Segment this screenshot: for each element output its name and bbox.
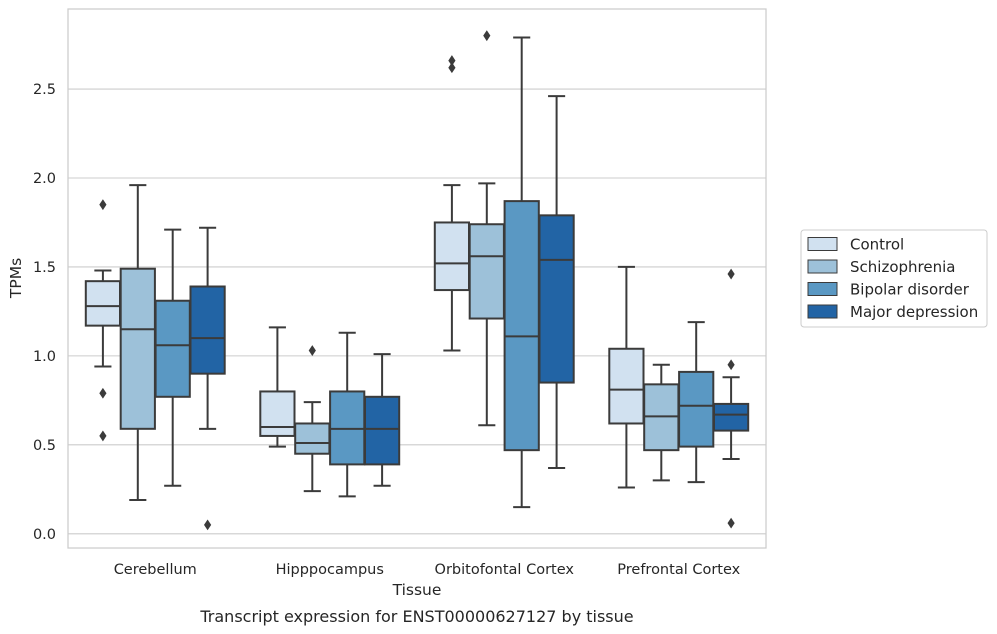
legend-label: Major depression [850, 303, 978, 321]
outlier-point [99, 387, 107, 399]
outlier-point [204, 519, 212, 531]
y-tick-label: 0.0 [33, 527, 56, 543]
box [119, 267, 156, 430]
x-tick-labels: Cerebellum Hipppocampus Orbitofontal Corte… [114, 562, 741, 578]
box [189, 285, 226, 375]
y-tick-label: 1.0 [33, 349, 56, 365]
box-group [503, 36, 540, 509]
y-tick-labels: 0.0 0.5 1.0 1.5 2.0 2.5 [33, 82, 56, 543]
box-group [259, 326, 296, 448]
box-group [712, 268, 750, 529]
outlier-point [308, 345, 316, 356]
boxes [84, 30, 750, 531]
x-tick-label: Hipppocampus [276, 562, 384, 578]
box [154, 299, 191, 398]
box [538, 214, 575, 384]
box-group [678, 321, 715, 484]
legend-label: Bipolar disorder [850, 281, 970, 299]
box [608, 347, 645, 425]
box-group [608, 265, 645, 489]
box [84, 280, 122, 327]
outlier-point [448, 62, 456, 74]
box [468, 223, 505, 320]
outlier-point [99, 199, 107, 211]
y-axis-label: TPMs [7, 258, 25, 299]
legend-swatch [807, 259, 838, 274]
box-group [363, 353, 401, 487]
legend-label: Control [850, 236, 904, 254]
box [363, 395, 401, 466]
box [259, 390, 296, 437]
box-group [189, 226, 226, 531]
legend-frame [800, 229, 988, 328]
outlier-point [448, 55, 456, 66]
box [678, 370, 715, 448]
outlier-point [727, 268, 735, 280]
box [294, 422, 331, 455]
x-tick-label: Cerebellum [114, 562, 197, 578]
x-tick-label: Orbitofontal Cortex [435, 562, 575, 578]
legend: Control Schizophrenia Bipolar disorder Majo… [800, 229, 988, 328]
box-group [538, 95, 575, 469]
outlier-point [727, 359, 735, 371]
box-group [468, 30, 505, 427]
box [503, 200, 540, 452]
legend-swatch [807, 282, 838, 296]
legend-swatch [807, 237, 838, 251]
x-axis-label: Tissue [392, 581, 442, 599]
box-group [119, 184, 156, 501]
box-group [433, 55, 471, 352]
figure-caption: Transcript expression for ENST0000062712… [199, 607, 633, 626]
y-tick-label: 2.0 [33, 171, 56, 187]
y-tick-label: 2.5 [33, 82, 56, 98]
y-tick-label: 1.5 [33, 260, 56, 276]
box-group [329, 331, 366, 498]
legend-swatch [807, 304, 838, 319]
box [433, 221, 471, 292]
box [712, 402, 750, 432]
box-group [154, 228, 191, 487]
y-tick-label: 0.5 [33, 438, 56, 454]
outlier-point [99, 430, 107, 442]
box-group [643, 363, 680, 482]
legend-label: Schizophrenia [850, 258, 955, 276]
plot-frame [67, 8, 767, 549]
box-group [294, 345, 331, 493]
x-tick-label: Prefrontal Cortex [617, 562, 740, 578]
outlier-point [483, 30, 491, 42]
box-group [84, 199, 122, 442]
outlier-point [727, 517, 735, 529]
